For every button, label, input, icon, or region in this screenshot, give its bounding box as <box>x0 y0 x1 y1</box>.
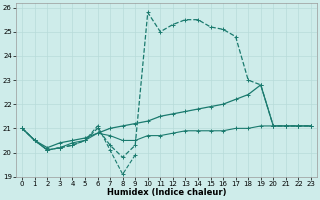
X-axis label: Humidex (Indice chaleur): Humidex (Indice chaleur) <box>107 188 226 197</box>
